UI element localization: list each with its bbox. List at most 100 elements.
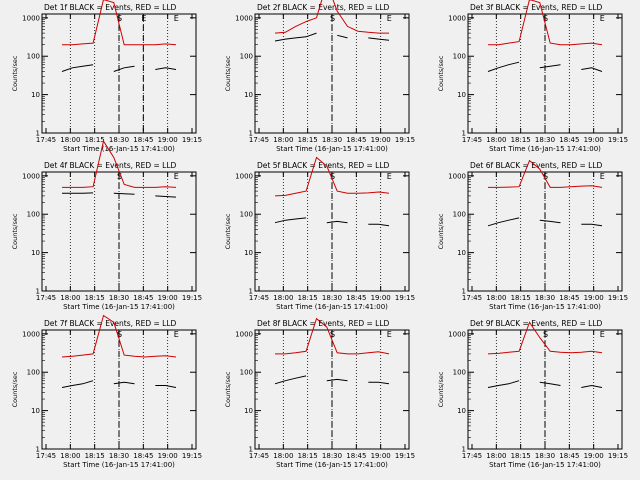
y-axis-label: Counts/sec xyxy=(11,213,19,249)
x-tick-label: 18:45 xyxy=(559,452,579,460)
panel-title: Det 1f BLACK = Events, RED = LLD xyxy=(44,3,177,12)
x-tick-label: 18:15 xyxy=(298,294,318,302)
x-tick-label: 19:15 xyxy=(608,136,628,144)
marker-label: S xyxy=(543,172,548,181)
x-tick-label: 18:00 xyxy=(273,136,293,144)
y-tick-label: 1000 xyxy=(22,14,40,22)
lld-series-line xyxy=(62,139,177,188)
x-tick-label: 18:45 xyxy=(559,136,579,144)
x-tick-label: 18:30 xyxy=(322,136,342,144)
marker-label: E xyxy=(141,14,146,23)
x-tick-label: 18:00 xyxy=(486,136,506,144)
lld-series-line xyxy=(275,317,390,355)
x-tick-label: 19:15 xyxy=(182,294,202,302)
x-tick-label: 18:00 xyxy=(486,294,506,302)
x-tick-label: 17:45 xyxy=(249,452,269,460)
y-tick-label: 1 xyxy=(462,446,466,454)
panel-1: Det 1f BLACK = Events, RED = LLD 1 10 100 10… xyxy=(11,0,202,153)
y-tick-label: 100 xyxy=(453,53,466,61)
lld-series-line xyxy=(61,314,177,358)
x-tick-label: 18:15 xyxy=(511,452,531,460)
events-series-line xyxy=(61,64,177,72)
y-axis-label: Counts/sec xyxy=(437,55,445,91)
marker-label: S xyxy=(330,172,335,181)
x-tick-label: 18:30 xyxy=(109,136,129,144)
x-tick-label: 18:45 xyxy=(346,136,366,144)
panel-4: Det 4f BLACK = Events, RED = LLD 1 10 100 10… xyxy=(11,139,202,311)
x-tick-label: 19:00 xyxy=(584,452,604,460)
lld-series-line xyxy=(488,0,603,46)
x-tick-label: 19:15 xyxy=(395,136,415,144)
x-tick-label: 19:00 xyxy=(158,294,178,302)
marker-label: E xyxy=(600,14,605,23)
events-series-line xyxy=(487,61,603,72)
lld-series-line xyxy=(487,321,603,355)
x-tick-label: 18:15 xyxy=(85,294,105,302)
y-tick-label: 1000 xyxy=(22,330,40,338)
marker-label: S xyxy=(117,172,122,181)
y-tick-label: 1000 xyxy=(448,172,466,180)
x-tick-label: 18:45 xyxy=(559,294,579,302)
y-axis-label: Counts/sec xyxy=(224,371,232,407)
x-tick-label: 18:30 xyxy=(109,452,129,460)
x-tick-label: 19:15 xyxy=(395,452,415,460)
lld-series-line xyxy=(274,0,389,34)
y-tick-label: 10 xyxy=(244,249,253,257)
marker-label: E xyxy=(600,330,605,339)
x-tick-label: 18:30 xyxy=(109,294,129,302)
y-tick-label: 10 xyxy=(457,91,466,99)
panel-title: Det 6f BLACK = Events, RED = LLD xyxy=(470,161,603,170)
y-tick-label: 10 xyxy=(31,91,40,99)
x-axis-label: Start Time (16-Jan-15 17:41:00) xyxy=(63,303,175,311)
marker-label: S xyxy=(543,330,548,339)
x-tick-label: 18:00 xyxy=(273,452,293,460)
x-tick-label: 18:45 xyxy=(133,136,153,144)
panel-title: Det 3f BLACK = Events, RED = LLD xyxy=(470,3,603,12)
y-tick-label: 1 xyxy=(249,446,253,454)
panel-title: Det 2f BLACK = Events, RED = LLD xyxy=(257,3,390,12)
lld-series-line xyxy=(488,159,603,188)
y-tick-label: 100 xyxy=(240,211,253,219)
x-tick-label: 18:00 xyxy=(273,294,293,302)
x-axis-label: Start Time (16-Jan-15 17:41:00) xyxy=(63,461,175,469)
y-tick-label: 10 xyxy=(31,407,40,415)
x-tick-label: 19:15 xyxy=(395,294,415,302)
x-tick-label: 18:30 xyxy=(322,452,342,460)
x-tick-label: 18:45 xyxy=(133,294,153,302)
y-tick-label: 1 xyxy=(462,130,466,138)
y-tick-label: 1 xyxy=(462,288,466,296)
events-series-line xyxy=(61,380,177,388)
x-tick-label: 18:15 xyxy=(85,136,105,144)
y-tick-label: 1000 xyxy=(235,172,253,180)
x-tick-label: 18:00 xyxy=(60,136,80,144)
x-tick-label: 18:00 xyxy=(60,452,80,460)
x-tick-label: 17:45 xyxy=(249,136,269,144)
marker-label: E xyxy=(174,172,179,181)
y-axis-label: Counts/sec xyxy=(224,213,232,249)
x-tick-label: 19:00 xyxy=(158,452,178,460)
panel-title: Det 4f BLACK = Events, RED = LLD xyxy=(44,161,177,170)
y-tick-label: 100 xyxy=(27,369,40,377)
marker-label: E xyxy=(387,330,392,339)
events-series-line xyxy=(487,217,603,227)
y-tick-label: 100 xyxy=(453,369,466,377)
y-tick-label: 10 xyxy=(31,249,40,257)
events-series-line xyxy=(62,192,177,198)
panel-8: Det 8f BLACK = Events, RED = LLD 1 10 100 10… xyxy=(224,317,415,469)
y-axis-label: Counts/sec xyxy=(11,371,19,407)
x-tick-label: 18:15 xyxy=(511,136,531,144)
y-axis-label: Counts/sec xyxy=(437,371,445,407)
y-tick-label: 10 xyxy=(244,91,253,99)
lld-series-line xyxy=(274,156,390,197)
x-tick-label: 19:00 xyxy=(371,294,391,302)
y-tick-label: 1 xyxy=(36,130,40,138)
x-tick-label: 18:00 xyxy=(60,294,80,302)
x-tick-label: 19:00 xyxy=(371,136,391,144)
x-tick-label: 18:30 xyxy=(322,294,342,302)
marker-label: S xyxy=(330,14,335,23)
x-tick-label: 18:15 xyxy=(85,452,105,460)
x-tick-label: 18:30 xyxy=(535,452,555,460)
x-tick-label: 19:00 xyxy=(371,452,391,460)
marker-label: E xyxy=(174,14,179,23)
marker-label: S xyxy=(543,14,548,23)
